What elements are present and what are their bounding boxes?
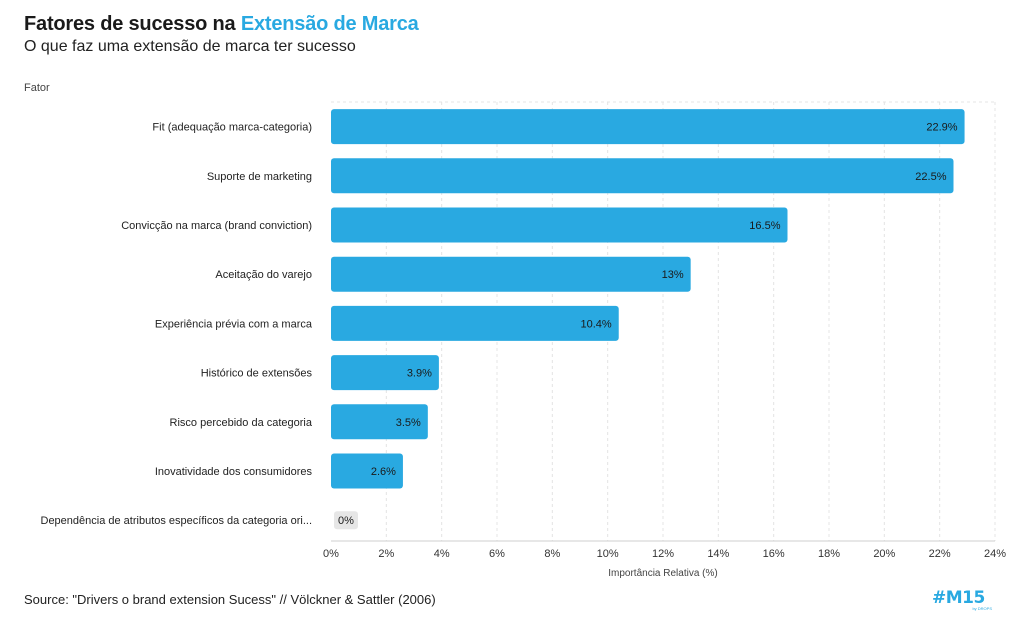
data-label: 2.6%	[371, 466, 396, 478]
bar	[334, 511, 358, 530]
data-label: 3.5%	[396, 417, 421, 429]
data-label: 3.9%	[407, 368, 432, 380]
category-label: Risco percebido da categoria	[170, 417, 313, 429]
bar	[331, 207, 788, 243]
category-label: Inovatividade dos consumidores	[155, 466, 313, 478]
category-label: Aceitação do varejo	[215, 269, 312, 281]
bar	[331, 305, 619, 341]
brand-logo: #M15 by DROPS	[932, 589, 996, 613]
y-axis-title: Fator	[24, 82, 50, 94]
x-tick-label: 4%	[434, 548, 450, 560]
bar	[331, 355, 439, 391]
category-label: Convicção na marca (brand conviction)	[121, 220, 312, 232]
x-axis-title: Importância Relativa (%)	[608, 568, 717, 579]
category-label: Suporte de marketing	[207, 171, 312, 183]
brand-logo-sub: by DROPS	[972, 606, 992, 611]
x-tick-label: 22%	[929, 548, 951, 560]
data-label: 22.5%	[915, 171, 946, 183]
x-tick-label: 6%	[489, 548, 505, 560]
category-label: Fit (adequação marca-categoria)	[152, 122, 312, 134]
x-tick-label: 20%	[873, 548, 895, 560]
bar	[331, 404, 428, 440]
data-label: 22.9%	[926, 122, 957, 134]
category-label: Histórico de extensões	[201, 368, 313, 380]
bar	[331, 158, 954, 194]
x-tick-label: 18%	[818, 548, 840, 560]
x-tick-label: 12%	[652, 548, 674, 560]
category-label: Experiência prévia com a marca	[155, 318, 313, 330]
data-label: 0%	[338, 515, 354, 527]
bar	[331, 453, 403, 489]
bar	[331, 256, 691, 292]
chart-title-accent: Extensão de Marca	[240, 13, 419, 35]
category-label: Dependência de atributos específicos da …	[41, 515, 313, 527]
x-tick-label: 10%	[597, 548, 619, 560]
x-tick-label: 2%	[378, 548, 394, 560]
x-tick-label: 16%	[763, 548, 785, 560]
brand-logo-text: #M15	[932, 588, 985, 608]
x-tick-label: 14%	[707, 548, 729, 560]
data-label: 16.5%	[749, 220, 780, 232]
x-tick-label: 8%	[544, 548, 560, 560]
data-label: 10.4%	[581, 318, 612, 330]
chart-title: Fatores de sucesso na Extensão de Marca	[24, 13, 419, 36]
chart-subtitle: O que faz uma extensão de marca ter suce…	[24, 38, 356, 55]
x-tick-label: 24%	[984, 548, 1006, 560]
x-tick-label: 0%	[323, 548, 339, 560]
source-note: Source: "Drivers o brand extension Suces…	[24, 592, 436, 607]
bar	[331, 109, 965, 145]
data-label: 13%	[662, 269, 684, 281]
chart-title-prefix: Fatores de sucesso na	[24, 13, 241, 35]
